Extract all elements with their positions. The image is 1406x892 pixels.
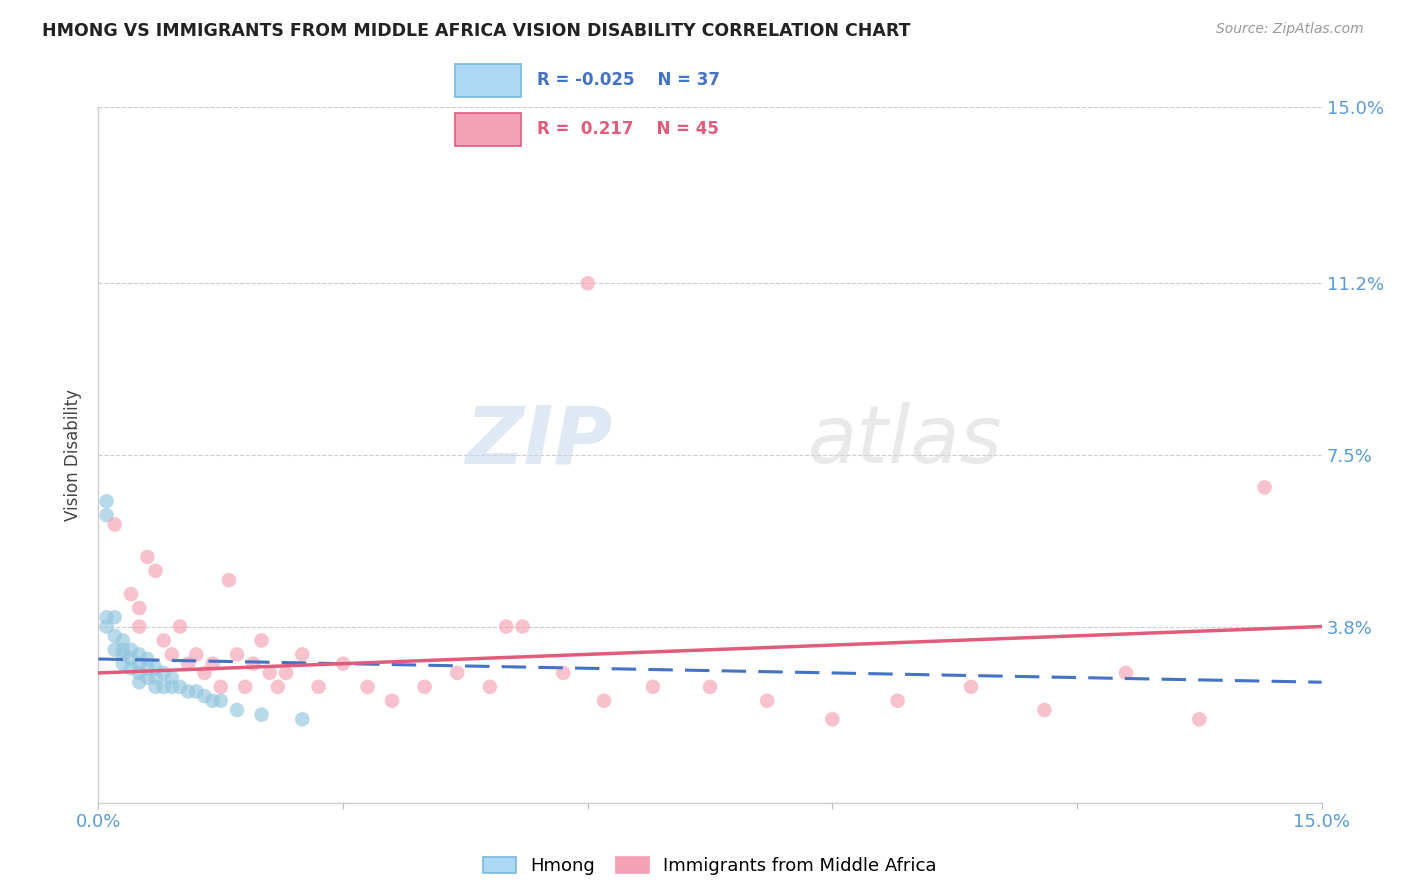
Point xyxy=(291,648,314,662)
Point xyxy=(756,694,779,708)
Point xyxy=(960,680,983,694)
Point xyxy=(177,657,200,671)
Point xyxy=(193,689,215,703)
Point xyxy=(699,680,721,694)
Point xyxy=(886,694,908,708)
Text: Source: ZipAtlas.com: Source: ZipAtlas.com xyxy=(1216,22,1364,37)
Point xyxy=(291,712,314,726)
Point xyxy=(201,694,224,708)
Point xyxy=(226,703,249,717)
Point xyxy=(120,587,142,601)
Point xyxy=(111,642,134,657)
Point xyxy=(128,665,150,680)
Point xyxy=(250,707,273,722)
Point xyxy=(186,648,208,662)
Point xyxy=(267,680,290,694)
Point xyxy=(576,277,599,291)
Point xyxy=(274,665,297,680)
Point xyxy=(201,657,224,671)
Point xyxy=(111,657,134,671)
Point xyxy=(96,619,118,633)
Point xyxy=(96,610,118,624)
FancyBboxPatch shape xyxy=(456,64,522,96)
Point xyxy=(259,665,281,680)
Point xyxy=(821,712,844,726)
Point xyxy=(641,680,664,694)
Point xyxy=(128,619,150,633)
Point xyxy=(145,661,167,675)
Point xyxy=(104,642,127,657)
Point xyxy=(250,633,273,648)
Point xyxy=(226,648,249,662)
Point xyxy=(96,494,118,508)
FancyBboxPatch shape xyxy=(456,113,522,145)
Point xyxy=(128,648,150,662)
Point xyxy=(169,619,191,633)
Point xyxy=(177,684,200,698)
Point xyxy=(145,671,167,685)
Point xyxy=(332,657,354,671)
Y-axis label: Vision Disability: Vision Disability xyxy=(65,389,83,521)
Point xyxy=(160,648,183,662)
Point xyxy=(152,633,174,648)
Point xyxy=(593,694,616,708)
Legend: Hmong, Immigrants from Middle Africa: Hmong, Immigrants from Middle Africa xyxy=(474,848,946,884)
Point xyxy=(233,680,256,694)
Point xyxy=(169,680,191,694)
Point xyxy=(136,652,159,666)
Point xyxy=(120,642,142,657)
Point xyxy=(104,517,127,532)
Point xyxy=(242,657,264,671)
Point xyxy=(512,619,534,633)
Text: ZIP: ZIP xyxy=(465,402,612,480)
Point xyxy=(111,633,134,648)
Point xyxy=(193,665,215,680)
Point xyxy=(136,549,159,564)
Point xyxy=(495,619,517,633)
Point xyxy=(104,629,127,643)
Point xyxy=(96,508,118,523)
Point xyxy=(128,601,150,615)
Point xyxy=(1033,703,1056,717)
Point xyxy=(128,657,150,671)
Point xyxy=(209,680,232,694)
Point xyxy=(209,694,232,708)
Point xyxy=(160,671,183,685)
Point xyxy=(1253,480,1275,494)
Point xyxy=(381,694,404,708)
Point xyxy=(152,680,174,694)
Point xyxy=(145,680,167,694)
Point xyxy=(218,573,240,587)
Point xyxy=(120,652,142,666)
Point xyxy=(145,564,167,578)
Text: R =  0.217    N = 45: R = 0.217 N = 45 xyxy=(537,120,718,138)
Point xyxy=(413,680,436,694)
Point xyxy=(478,680,501,694)
Point xyxy=(186,684,208,698)
Point xyxy=(152,665,174,680)
Text: R = -0.025    N = 37: R = -0.025 N = 37 xyxy=(537,71,720,89)
Point xyxy=(128,675,150,690)
Point xyxy=(356,680,378,694)
Point xyxy=(136,661,159,675)
Point xyxy=(120,661,142,675)
Point xyxy=(136,671,159,685)
Point xyxy=(160,680,183,694)
Text: HMONG VS IMMIGRANTS FROM MIDDLE AFRICA VISION DISABILITY CORRELATION CHART: HMONG VS IMMIGRANTS FROM MIDDLE AFRICA V… xyxy=(42,22,911,40)
Point xyxy=(308,680,330,694)
Point xyxy=(1115,665,1137,680)
Point xyxy=(553,665,575,680)
Text: atlas: atlas xyxy=(808,402,1002,480)
Point xyxy=(446,665,468,680)
Point xyxy=(111,648,134,662)
Point xyxy=(104,610,127,624)
Point xyxy=(1188,712,1211,726)
